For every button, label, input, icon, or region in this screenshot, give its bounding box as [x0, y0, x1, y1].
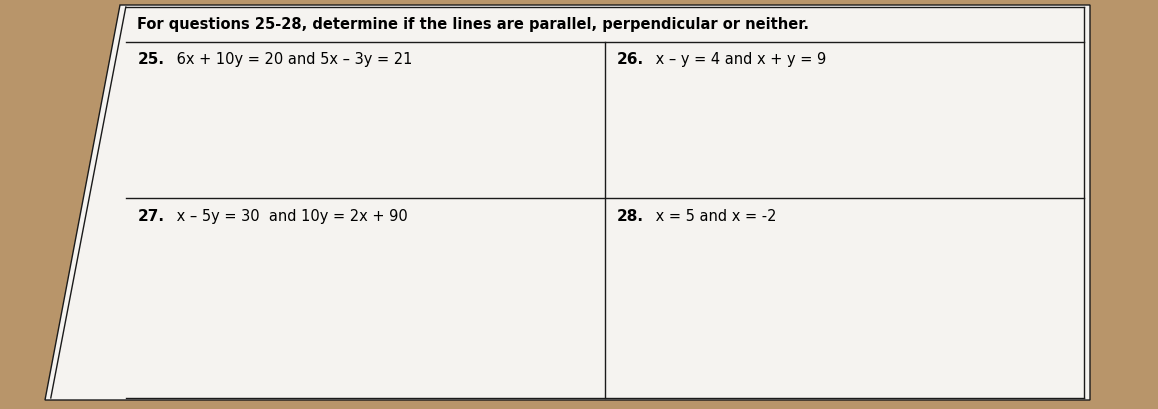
Text: 27.: 27. — [138, 209, 164, 224]
Text: For questions 25-28, determine if the lines are parallel, perpendicular or neith: For questions 25-28, determine if the li… — [138, 17, 809, 32]
Text: 26.: 26. — [616, 52, 644, 67]
Text: x – y = 4 and x + y = 9: x – y = 4 and x + y = 9 — [651, 52, 827, 67]
Polygon shape — [45, 5, 1090, 400]
Text: 25.: 25. — [138, 52, 164, 67]
Text: 6x + 10y = 20 and 5x – 3y = 21: 6x + 10y = 20 and 5x – 3y = 21 — [173, 52, 412, 67]
Text: 28.: 28. — [616, 209, 644, 224]
Text: x – 5y = 30  and 10y = 2x + 90: x – 5y = 30 and 10y = 2x + 90 — [173, 209, 408, 224]
Text: x = 5 and x = -2: x = 5 and x = -2 — [651, 209, 777, 224]
